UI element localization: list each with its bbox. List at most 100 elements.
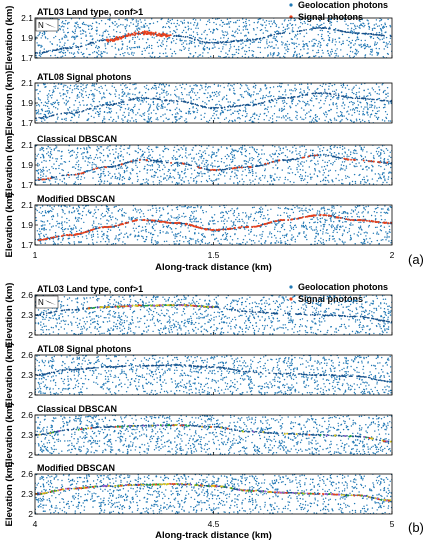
geolocation-photon [245, 163, 247, 165]
geolocation-photon [123, 85, 126, 87]
geolocation-photon [81, 29, 84, 31]
geolocation-photon [48, 154, 50, 157]
geolocation-photon [354, 24, 356, 26]
geolocation-photon [370, 37, 372, 39]
geolocation-photon [108, 111, 110, 114]
geolocation-photon [167, 118, 169, 121]
geolocation-photon [77, 25, 79, 28]
geolocation-photon [212, 165, 214, 167]
y-tick-label: 1.9 [21, 160, 33, 170]
geolocation-photon [255, 33, 257, 36]
geolocation-photon [99, 156, 101, 159]
geolocation-photon [277, 156, 279, 158]
geolocation-photon [103, 96, 105, 98]
geolocation-photon [114, 43, 117, 45]
geolocation-photon [319, 24, 322, 26]
geolocation-photon [64, 42, 66, 44]
geolocation-photon [68, 152, 71, 154]
geolocation-photon [136, 28, 138, 30]
geolocation-photon [315, 164, 317, 166]
signal-photon [134, 33, 137, 36]
geolocation-photon [387, 163, 389, 166]
geolocation-photon [292, 90, 294, 92]
geolocation-photon [237, 182, 239, 184]
geolocation-photon [302, 94, 304, 96]
geolocation-photon [275, 30, 278, 32]
geolocation-photon [153, 84, 156, 87]
geolocation-photon [301, 23, 304, 25]
geolocation-photon [123, 103, 125, 106]
geolocation-photon [301, 161, 303, 163]
geolocation-photon [139, 103, 142, 105]
geolocation-photon [223, 162, 225, 164]
geolocation-photon [361, 178, 364, 181]
geolocation-photon [254, 87, 257, 89]
geolocation-photon [284, 176, 287, 179]
geolocation-photon [63, 161, 65, 163]
geolocation-photon [65, 183, 68, 185]
geolocation-photon [48, 179, 50, 181]
geolocation-photons [35, 145, 392, 185]
geolocation-photon [107, 156, 109, 158]
geolocation-photon [83, 56, 85, 58]
geolocation-photon [205, 23, 208, 26]
geolocation-photon [194, 46, 196, 48]
geolocation-photon [150, 98, 152, 100]
geolocation-photon [234, 119, 236, 121]
signal-photon [120, 163, 123, 166]
geolocation-photon [211, 98, 214, 101]
geolocation-photon [40, 53, 42, 56]
geolocation-photon [98, 50, 100, 52]
geolocation-photon [356, 165, 358, 168]
geolocation-photon [353, 173, 356, 176]
geolocation-photon [307, 103, 309, 105]
geolocation-photon [271, 115, 274, 117]
geolocation-photon [322, 147, 325, 149]
geolocation-photon [178, 35, 180, 38]
geolocation-photon [308, 89, 310, 91]
geolocation-photon [100, 175, 102, 177]
geolocation-photon [122, 52, 124, 55]
geolocation-photon [247, 39, 250, 41]
geolocation-photon [166, 109, 168, 111]
geolocation-photon [40, 37, 42, 39]
geolocation-photon [171, 55, 173, 57]
geolocation-photon [360, 154, 362, 157]
geolocation-photon [266, 43, 268, 45]
geolocation-photon [155, 86, 157, 89]
geolocation-photon [358, 113, 360, 115]
signal-photon [129, 33, 132, 36]
geolocation-photon [231, 171, 233, 173]
geolocation-photon [139, 33, 142, 36]
geolocation-photon [347, 24, 349, 27]
geolocation-photon [250, 101, 252, 104]
geolocation-photon [185, 237, 187, 239]
geolocation-photon [354, 48, 357, 51]
geolocation-photon [188, 113, 190, 115]
geolocation-photon [303, 29, 305, 31]
geolocation-photon [238, 109, 241, 111]
geolocation-photon [262, 32, 264, 34]
geolocation-photon [274, 146, 276, 148]
geolocation-photon [303, 118, 305, 121]
geolocation-photon [103, 116, 105, 118]
geolocation-photon [213, 83, 216, 86]
geolocation-photon [168, 85, 170, 87]
geolocation-photon [315, 120, 317, 122]
geolocation-photon [52, 49, 54, 51]
geolocation-photon [348, 36, 350, 39]
geolocation-photon [35, 119, 38, 121]
geolocation-photon [183, 22, 186, 24]
geolocation-photon [48, 100, 50, 102]
geolocation-photon [134, 160, 136, 162]
geolocation-photon [172, 158, 174, 160]
geolocation-photon [64, 47, 67, 49]
geolocation-photon [228, 109, 230, 112]
geolocation-photon [296, 114, 298, 117]
geolocation-photon [241, 178, 243, 180]
geolocation-photon [67, 109, 70, 111]
geolocation-photon [271, 41, 273, 43]
geolocation-photon [241, 153, 243, 156]
geolocation-photon [372, 157, 375, 159]
geolocation-photon [355, 93, 357, 96]
